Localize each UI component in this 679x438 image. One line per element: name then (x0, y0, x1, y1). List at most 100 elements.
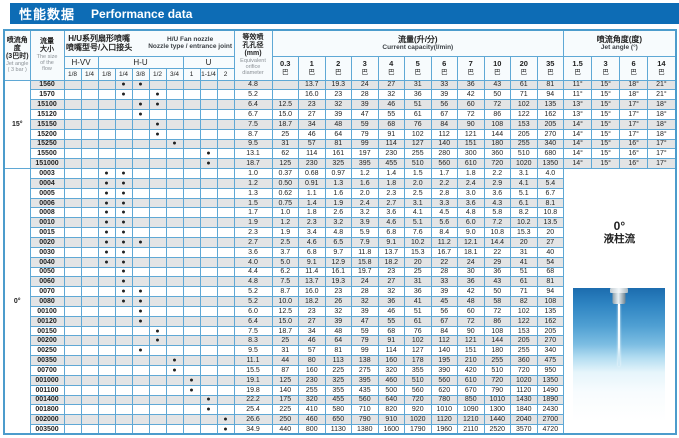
nozzle-selection-cell (131, 168, 150, 179)
flow-value-cell: 475 (536, 355, 565, 366)
nozzle-selection-cell (199, 89, 218, 101)
orifice-value-cell: 4.8 (233, 79, 273, 91)
flow-value-cell: 510 (483, 364, 511, 376)
nozzle-selection-cell: ● (165, 355, 184, 366)
nozzle-selection-cell (80, 266, 99, 278)
nozzle-selection-cell (216, 197, 235, 209)
flow-value-cell: 23 (324, 89, 352, 101)
nozzle-selection-cell (216, 217, 235, 229)
nozzle-selection-cell (216, 207, 235, 219)
nozzle-selection-cell (63, 424, 82, 435)
flow-value-cell: 61 (404, 109, 432, 120)
flow-code-cell: 0060 (29, 276, 65, 288)
orifice-value-cell: 1.5 (233, 197, 273, 209)
nozzle-selection-cell (199, 197, 218, 209)
nozzle-selection-cell (63, 187, 82, 199)
orifice-value-cell: 5.2 (233, 89, 273, 101)
nozzle-selection-cell (148, 79, 167, 91)
nozzle-selection-cell (97, 335, 116, 347)
nozzle-selection-cell: ● (131, 286, 150, 298)
flow-value-cell: 60 (457, 305, 485, 317)
nozzle-selection-cell (131, 355, 150, 366)
nozzle-selection-cell (80, 374, 99, 386)
nozzle-selection-cell (182, 158, 201, 170)
nozzle-selection-cell (165, 237, 184, 248)
flow-value-cell: 36 (377, 296, 405, 307)
flow-value-cell: 57 (298, 138, 326, 150)
nozzle-selection-cell (63, 237, 82, 248)
flow-value-cell: 205 (536, 118, 565, 130)
nozzle-selection-cell (97, 414, 116, 426)
flow-value-cell: 1.1 (298, 187, 326, 199)
nozzle-selection-cell (97, 384, 116, 396)
flow-value-cell: 76 (404, 118, 432, 130)
flow-code-cell: 0003 (29, 168, 65, 179)
nozzle-selection-cell (199, 187, 218, 199)
nozzle-selection-cell (165, 325, 184, 337)
nozzle-selection-cell (216, 364, 235, 376)
nozzle-selection-cell (131, 227, 150, 238)
nozzle-selection-cell (216, 404, 235, 416)
jet-angle-value-cell: 15° (591, 99, 621, 111)
orifice-value-cell: 26.6 (233, 414, 273, 426)
flow-value-cell: 1.9 (324, 197, 352, 209)
flow-value-cell: 86 (483, 315, 511, 327)
jet-angle-value-cell: 17° (619, 128, 649, 140)
flow-value-cell: 4.8 (457, 207, 485, 219)
flow-value-cell: 56 (430, 99, 458, 111)
flow-value-cell: 71 (510, 286, 538, 298)
nozzle-selection-cell: ● (114, 217, 133, 229)
flow-value-cell: 18.2 (377, 256, 405, 268)
flow-value-cell: 151 (457, 138, 485, 150)
nozzle-selection-cell (114, 424, 133, 435)
header-pressure-35: 35 巴 (536, 55, 565, 81)
nozzle-selection-cell (165, 384, 184, 396)
flow-value-cell: 7.9 (351, 237, 379, 248)
flow-value-cell: 144 (483, 128, 511, 140)
nozzle-selection-cell (114, 374, 133, 386)
flow-value-cell: 31 (404, 276, 432, 288)
flow-value-cell: 1600 (377, 424, 405, 435)
flow-value-cell: 108 (536, 296, 565, 307)
flow-code-cell: 001000 (29, 374, 65, 386)
flow-value-cell: 61 (404, 315, 432, 327)
flow-value-cell: 255 (298, 384, 326, 396)
jet-angle-value-cell: 15° (591, 118, 621, 130)
nozzle-selection-cell (63, 266, 82, 278)
header-series-h-vv: H-VV (63, 55, 99, 69)
flow-value-cell: 2.2 (483, 168, 511, 179)
orifice-value-cell: 9.5 (233, 345, 273, 357)
jet-angle-value-cell: 17° (647, 138, 677, 150)
flow-value-cell: 36 (457, 79, 485, 91)
nozzle-selection-cell (80, 384, 99, 396)
nozzle-selection-cell (182, 315, 201, 327)
flow-value-cell: 2700 (536, 414, 565, 426)
nozzle-selection-cell (80, 168, 99, 179)
page-title-en: Performance data (91, 6, 193, 21)
nozzle-selection-cell (165, 345, 184, 357)
orifice-value-cell: 4.0 (233, 256, 273, 268)
flow-value-cell: 1.2 (351, 168, 379, 179)
nozzle-selection-cell (216, 335, 235, 347)
nozzle-selection-cell (97, 404, 116, 416)
flow-value-cell: 8.7 (271, 286, 299, 298)
flow-value-cell: 1840 (510, 404, 538, 416)
flow-value-cell: 3570 (510, 424, 538, 435)
nozzle-selection-cell (80, 128, 99, 140)
nozzle-selection-cell: ● (114, 187, 133, 199)
flow-value-cell: 355 (404, 364, 432, 376)
nozzle-selection-cell (131, 158, 150, 170)
nozzle-selection-cell (148, 227, 167, 238)
nozzle-selection-cell (63, 384, 82, 396)
nozzle-selection-cell (216, 148, 235, 160)
flow-value-cell: 20 (404, 256, 432, 268)
flow-value-cell: 0.68 (298, 168, 326, 179)
flow-value-cell: 18.7 (271, 118, 299, 130)
nozzle-selection-cell (131, 207, 150, 219)
flow-value-cell: 61 (510, 79, 538, 91)
orifice-value-cell: 4.8 (233, 276, 273, 288)
nozzle-selection-cell (80, 89, 99, 101)
table-row: 001000 ● 19.1 125 230 325 395 460 510 560 610 720 10… (4, 374, 676, 386)
nozzle-selection-cell: ● (97, 237, 116, 248)
flow-value-cell: 39 (351, 305, 379, 317)
